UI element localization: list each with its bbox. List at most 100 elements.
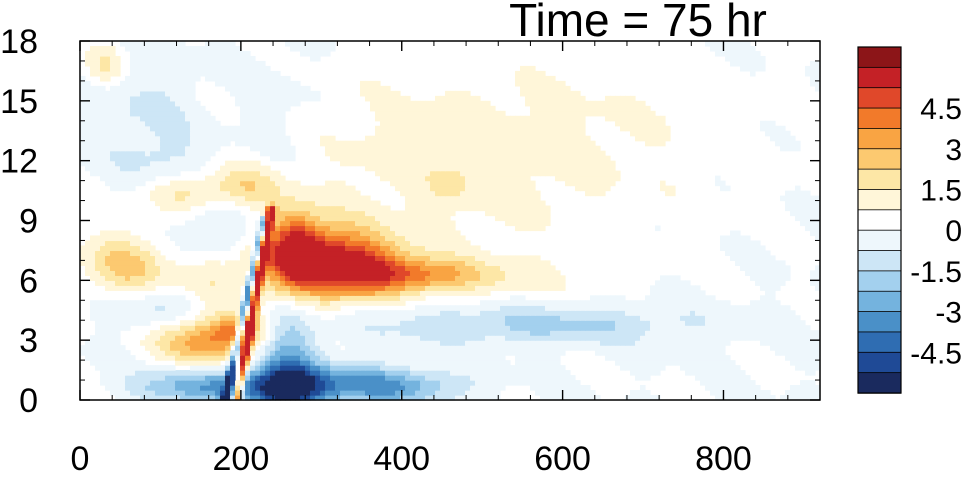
heat-cell (335, 215, 341, 222)
heat-cell (145, 385, 151, 391)
heat-cell (180, 280, 186, 286)
heat-cell (435, 250, 441, 257)
heat-cell (465, 155, 471, 162)
heat-cell (325, 330, 331, 336)
heat-cell (160, 255, 166, 261)
heat-cell (180, 165, 186, 172)
heat-cell (170, 155, 176, 162)
heat-cell (205, 325, 211, 331)
heat-cell (95, 165, 101, 172)
heat-cell (470, 285, 476, 291)
heat-cell (480, 320, 486, 326)
heat-cell (555, 365, 561, 371)
heat-cell (345, 325, 351, 331)
heat-cell (335, 145, 341, 152)
heat-cell (500, 185, 506, 192)
heat-cell (680, 305, 686, 311)
heat-cell (375, 280, 381, 286)
heat-cell (305, 210, 311, 217)
heat-cell (255, 280, 261, 286)
heat-cell (405, 285, 411, 291)
heat-cell (370, 310, 376, 316)
heat-cell (520, 320, 526, 326)
heat-cell (515, 335, 521, 341)
heat-cell (430, 150, 436, 157)
heat-cell (295, 285, 301, 291)
heat-cell (280, 235, 286, 242)
heat-cell (300, 215, 306, 222)
heat-cell (190, 245, 196, 252)
heat-cell (625, 340, 631, 346)
heat-cell (390, 310, 396, 316)
heat-cell (550, 305, 556, 311)
heat-cell (355, 235, 361, 242)
heat-cell (415, 200, 421, 207)
heat-cell (320, 320, 326, 326)
heat-cell (435, 315, 441, 321)
heat-cell (285, 250, 291, 257)
heat-cell (345, 200, 351, 207)
heat-cell (285, 265, 291, 271)
heat-cell (445, 355, 451, 361)
heat-cell (280, 325, 286, 331)
heat-cell (435, 245, 441, 252)
heat-cell (445, 310, 451, 316)
heat-cell (765, 250, 771, 257)
heat-cell (240, 225, 246, 232)
heat-cell (340, 335, 346, 341)
heat-cell (585, 165, 591, 172)
heat-cell (140, 390, 146, 396)
heat-cell (470, 205, 476, 212)
heat-cell (270, 380, 276, 386)
heat-cell (95, 155, 101, 162)
heat-cell (80, 255, 86, 261)
heat-cell (510, 150, 516, 157)
heat-cell (425, 200, 431, 207)
heat-cell (270, 350, 276, 356)
heat-cell (655, 355, 661, 361)
heat-cell (245, 160, 251, 167)
heat-cell (570, 375, 576, 381)
heat-cell (345, 255, 351, 261)
heat-cell (440, 335, 446, 341)
heat-cell (555, 305, 561, 311)
heat-cell (185, 385, 191, 391)
heat-cell (200, 225, 206, 232)
heat-cell (185, 280, 191, 286)
heat-cell (465, 325, 471, 331)
heat-cell (260, 355, 266, 361)
heat-cell (180, 355, 186, 361)
heat-cell (600, 185, 606, 192)
heat-cell (465, 380, 471, 386)
heat-cell (340, 240, 346, 247)
heat-cell (245, 250, 251, 257)
heat-cell (540, 275, 546, 281)
heat-cell (125, 370, 131, 376)
heat-cell (250, 170, 256, 177)
heat-cell (80, 145, 86, 152)
heat-cell (320, 240, 326, 247)
heat-cell (330, 205, 336, 212)
heat-cell (535, 150, 541, 157)
heat-cell (480, 145, 486, 152)
heat-cell (380, 380, 386, 386)
heat-cell (560, 370, 566, 376)
heat-cell (750, 250, 756, 257)
heat-cell (400, 265, 406, 271)
heat-cell (705, 305, 711, 311)
heat-cell (490, 320, 496, 326)
heat-cell (265, 205, 271, 212)
heat-cell (715, 345, 721, 351)
heat-cell (210, 335, 216, 341)
heat-cell (155, 310, 161, 316)
heat-cell (490, 145, 496, 152)
heat-cell (560, 175, 566, 182)
heat-cell (740, 265, 746, 271)
heat-cell (660, 185, 666, 192)
heat-cell (700, 365, 706, 371)
heat-cell (475, 180, 481, 187)
heat-cell (525, 355, 531, 361)
heat-cell (440, 270, 446, 276)
heat-cell (195, 230, 201, 237)
heat-cell (180, 275, 186, 281)
